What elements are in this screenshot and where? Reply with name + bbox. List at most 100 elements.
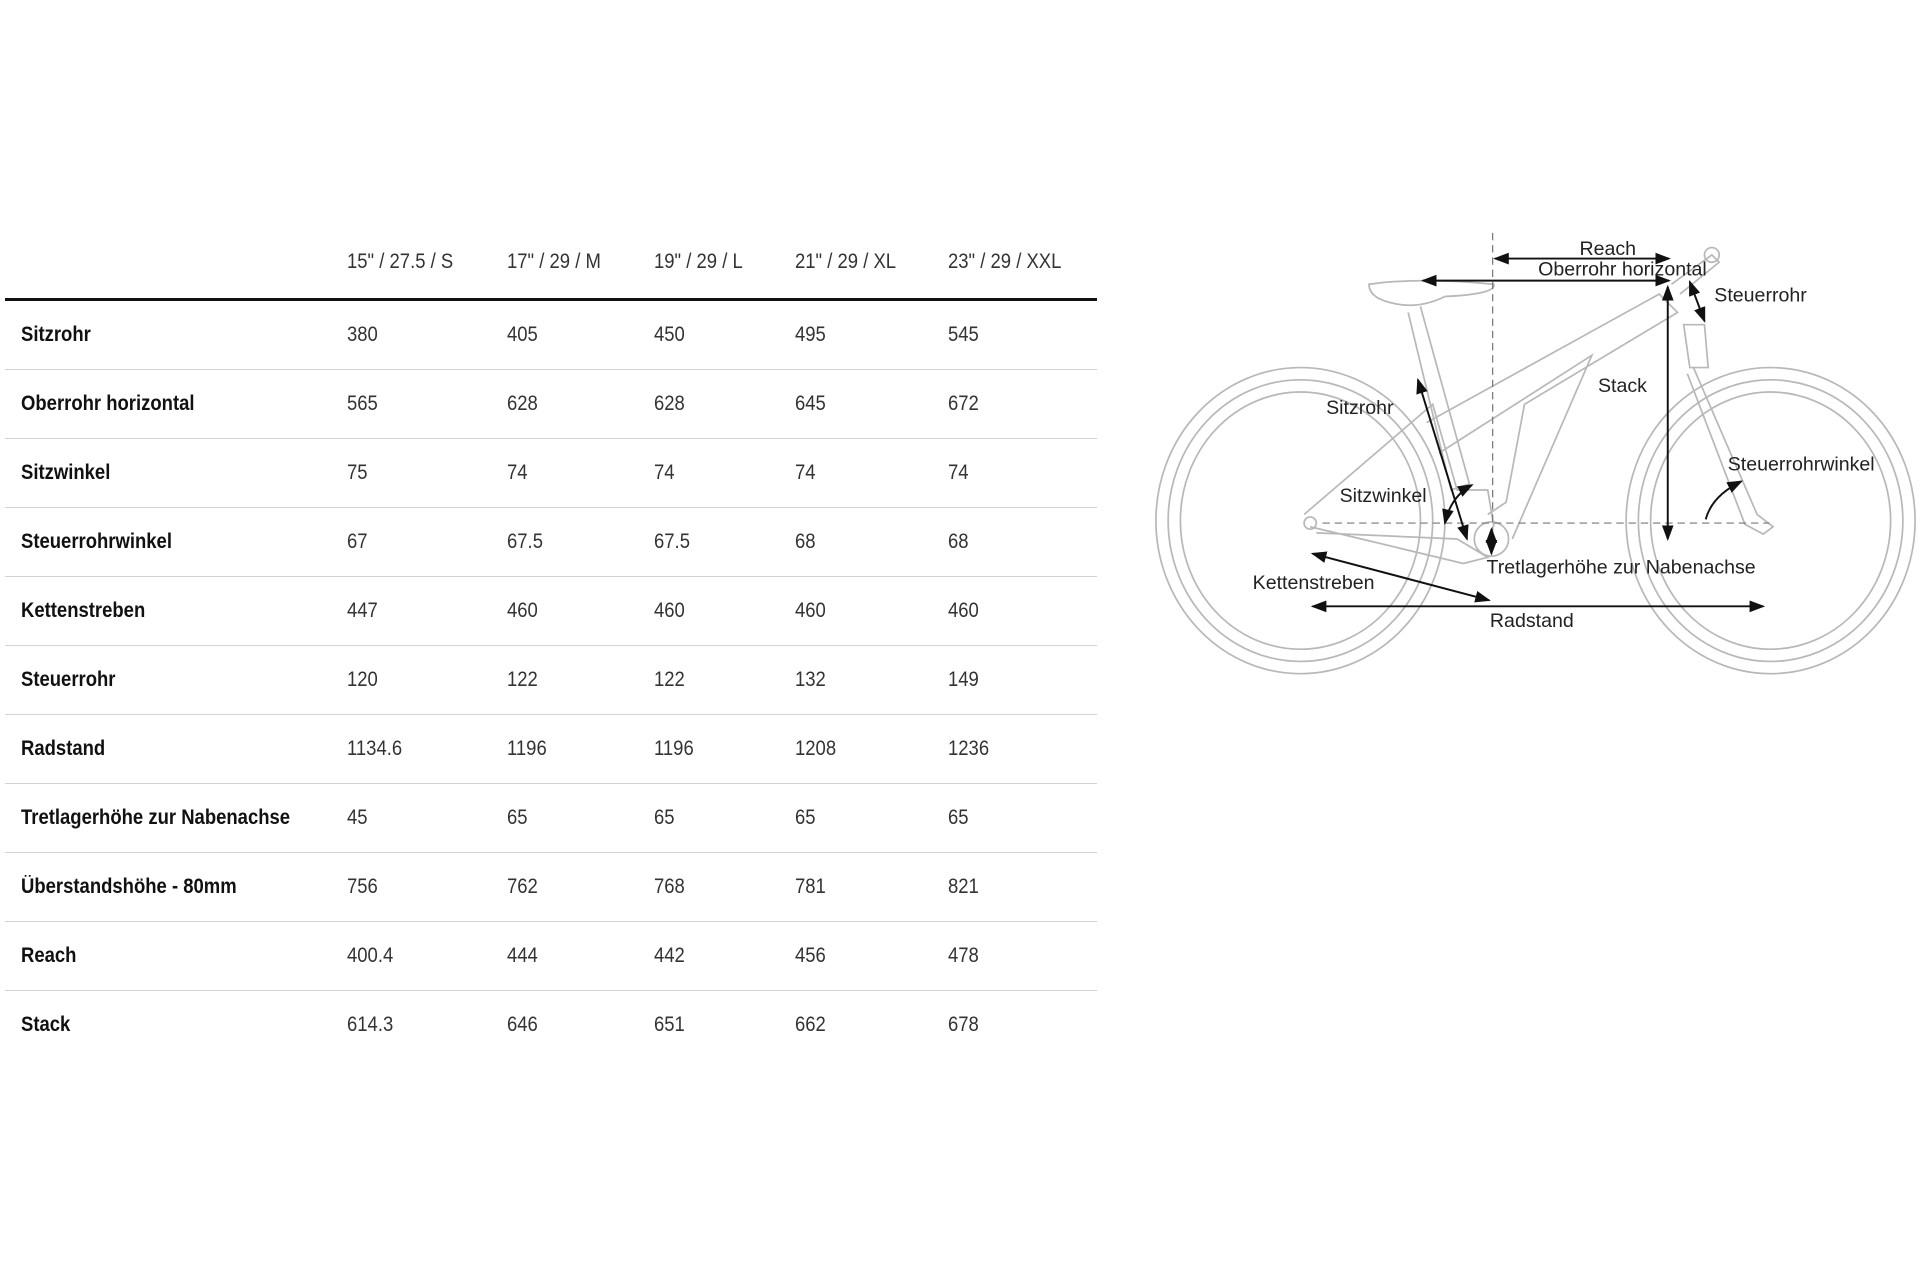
cell-value: 565: [347, 392, 378, 415]
front-wheel: [1625, 366, 1916, 675]
cell-value: 400.4: [347, 944, 394, 967]
cell-value: 122: [507, 668, 538, 691]
cell-value: 65: [948, 806, 969, 829]
label-sitzwinkel: Sitzwinkel: [1340, 485, 1427, 507]
cell-value: 628: [654, 392, 685, 415]
column-header: 19" / 29 / L: [654, 250, 743, 273]
cell-value: 68: [948, 530, 969, 553]
cell-value: 447: [347, 599, 378, 622]
cell-value: 628: [507, 392, 538, 415]
row-label: Oberrohr horizontal: [21, 392, 195, 415]
rear-wheel: [1155, 366, 1446, 675]
label-sitzrohr: Sitzrohr: [1326, 397, 1394, 419]
table-row: Stack 614.3 646 651 662 678: [5, 991, 1097, 1059]
cell-value: 67: [347, 530, 368, 553]
cell-value: 65: [654, 806, 675, 829]
steuerrohr-arrow: [1688, 280, 1706, 323]
cell-value: 75: [347, 461, 368, 484]
table-row: Überstandshöhe - 80mm 756 762 768 781 821: [5, 853, 1097, 922]
column-header: 21" / 29 / XL: [795, 250, 897, 273]
cell-value: 122: [654, 668, 685, 691]
cell-value: 149: [948, 668, 979, 691]
diagram-labels: Reach Oberrohr horizontal Steuerrohr Sta…: [1253, 238, 1875, 632]
table-row: Sitzwinkel 75 74 74 74 74: [5, 439, 1097, 508]
label-reach: Reach: [1579, 238, 1636, 260]
cell-value: 678: [948, 1013, 979, 1036]
column-header: 15" / 27.5 / S: [347, 250, 454, 273]
label-tretlager: Tretlagerhöhe zur Nabenachse: [1487, 556, 1756, 578]
table-row: Tretlagerhöhe zur Nabenachse 45 65 65 65 65: [5, 784, 1097, 853]
column-header: 23" / 29 / XXL: [948, 250, 1062, 273]
cell-value: 762: [507, 875, 538, 898]
table-row: Sitzrohr 380 405 450 495 545: [5, 301, 1097, 370]
cell-value: 67.5: [654, 530, 690, 553]
cell-value: 1208: [795, 737, 837, 760]
cell-value: 545: [948, 323, 979, 346]
cell-value: 120: [347, 668, 378, 691]
kettenstreben-arrow: [1310, 551, 1491, 603]
table-header: 15" / 27.5 / S 17" / 29 / M 19" / 29 / L…: [5, 230, 1097, 301]
cell-value: 442: [654, 944, 685, 967]
cell-value: 405: [507, 323, 538, 346]
row-label: Steuerrohrwinkel: [21, 530, 172, 553]
cell-value: 614.3: [347, 1013, 394, 1036]
cell-value: 460: [654, 599, 685, 622]
cell-value: 495: [795, 323, 826, 346]
steuerrohrwinkel-arrow: [1704, 480, 1743, 520]
cell-value: 756: [347, 875, 378, 898]
geometry-table: 15" / 27.5 / S 17" / 29 / M 19" / 29 / L…: [5, 230, 1097, 1059]
cell-value: 645: [795, 392, 826, 415]
cell-value: 74: [507, 461, 528, 484]
row-label: Steuerrohr: [21, 668, 116, 691]
label-stack: Stack: [1598, 375, 1647, 397]
cell-value: 460: [795, 599, 826, 622]
cell-value: 1236: [948, 737, 990, 760]
cell-value: 672: [948, 392, 979, 415]
sitzwinkel-arrow: [1442, 484, 1474, 525]
cell-value: 456: [795, 944, 826, 967]
cell-value: 646: [507, 1013, 538, 1036]
cell-value: 781: [795, 875, 826, 898]
cell-value: 74: [948, 461, 969, 484]
cell-value: 68: [795, 530, 816, 553]
cell-value: 460: [507, 599, 538, 622]
table-row: Kettenstreben 447 460 460 460 460: [5, 577, 1097, 646]
cell-value: 662: [795, 1013, 826, 1036]
cell-value: 768: [654, 875, 685, 898]
cell-value: 651: [654, 1013, 685, 1036]
row-label: Sitzwinkel: [21, 461, 111, 484]
row-label: Stack: [21, 1013, 71, 1036]
cell-value: 65: [795, 806, 816, 829]
row-label: Sitzrohr: [21, 323, 91, 346]
cell-value: 821: [948, 875, 979, 898]
table-row: Steuerrohrwinkel 67 67.5 67.5 68 68: [5, 508, 1097, 577]
cell-value: 65: [507, 806, 528, 829]
row-label: Reach: [21, 944, 77, 967]
cell-value: 74: [654, 461, 675, 484]
row-label: Kettenstreben: [21, 599, 146, 622]
label-steuerrohr: Steuerrohr: [1714, 284, 1807, 306]
table-row: Oberrohr horizontal 565 628 628 645 672: [5, 370, 1097, 439]
cell-value: 460: [948, 599, 979, 622]
row-label: Tretlagerhöhe zur Nabenachse: [21, 806, 291, 829]
cell-value: 450: [654, 323, 685, 346]
row-label: Radstand: [21, 737, 106, 760]
label-steuerrohrwinkel: Steuerrohrwinkel: [1728, 453, 1875, 475]
cell-value: 74: [795, 461, 816, 484]
cell-value: 444: [507, 944, 538, 967]
cell-value: 67.5: [507, 530, 543, 553]
table-row: Steuerrohr 120 122 122 132 149: [5, 646, 1097, 715]
table-row: Reach 400.4 444 442 456 478: [5, 922, 1097, 991]
row-label: Überstandshöhe - 80mm: [21, 875, 237, 898]
table-row: Radstand 1134.6 1196 1196 1208 1236: [5, 715, 1097, 784]
cell-value: 1134.6: [347, 737, 403, 760]
label-oberrohr: Oberrohr horizontal: [1538, 259, 1707, 281]
dimension-lines: [1310, 232, 1770, 613]
cell-value: 45: [347, 806, 368, 829]
cell-value: 1196: [654, 737, 694, 760]
label-kettenstreben: Kettenstreben: [1253, 572, 1375, 594]
cell-value: 380: [347, 323, 378, 346]
label-radstand: Radstand: [1490, 610, 1574, 632]
column-header: 17" / 29 / M: [507, 250, 601, 273]
